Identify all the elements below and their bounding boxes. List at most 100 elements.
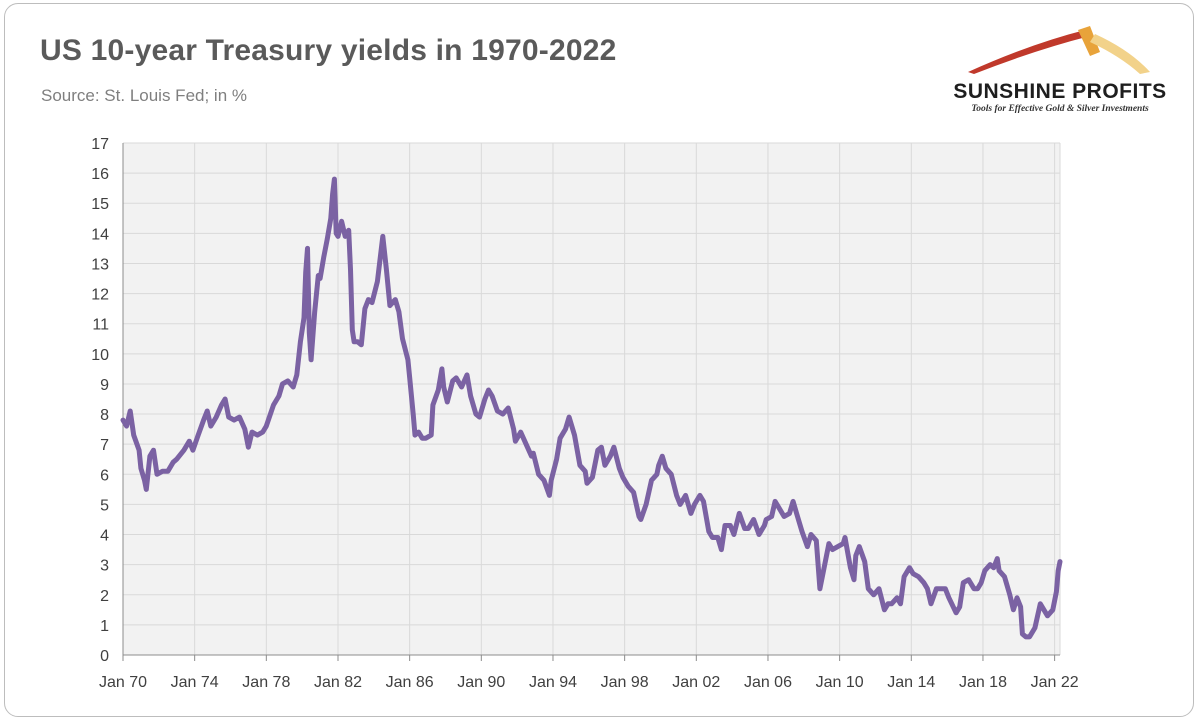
series [120, 176, 1063, 640]
logo-tagline: Tools for Effective Gold & Silver Invest… [971, 104, 1149, 114]
yield-data-point [626, 484, 630, 488]
logo-swoosh-gold [1090, 34, 1150, 74]
yield-data-point [1038, 602, 1042, 606]
yield-data-point [902, 575, 906, 579]
yield-data-point [334, 231, 338, 235]
yield-data-point [205, 409, 209, 413]
yield-data-point [732, 533, 736, 536]
logo-swoosh-red [968, 30, 1090, 74]
yield-data-point [277, 394, 281, 398]
yield-data-point [370, 301, 374, 305]
yield-data-point [564, 427, 567, 431]
yield-data-point [137, 448, 141, 452]
yield-data-point [460, 385, 464, 389]
yield-data-point [232, 418, 236, 422]
x-tick-label: Jan 02 [672, 674, 720, 691]
x-tick-label: Jan 06 [744, 674, 792, 691]
yield-data-point [995, 557, 999, 561]
yield-data-point [350, 328, 354, 332]
yield-data-point [710, 536, 714, 539]
yield-data-point [139, 466, 143, 470]
yield-data-point [513, 439, 517, 443]
yield-data-point [809, 533, 813, 536]
yield-data-point [291, 385, 295, 389]
y-tick-label: 12 [91, 287, 109, 304]
yield-data-point [988, 563, 992, 567]
x-tick-label: Jan 98 [601, 674, 649, 691]
y-tick-label: 17 [91, 136, 109, 153]
logo-swoosh-icon [968, 26, 1150, 74]
yield-data-point [1024, 635, 1028, 639]
y-tick-label: 13 [91, 256, 109, 273]
yield-data-point [530, 454, 533, 458]
yield-data-point [375, 280, 379, 283]
yield-data-point [637, 515, 641, 518]
yield-data-point [436, 388, 440, 392]
yield-data-point [417, 430, 421, 434]
yield-data-point [752, 518, 756, 521]
yield-data-point [922, 581, 926, 585]
yield-data-point [1020, 632, 1024, 636]
yield-data-point [934, 587, 938, 591]
x-tick-label: Jan 18 [959, 674, 1007, 691]
yield-data-point [693, 502, 696, 506]
yield-data-point [764, 518, 768, 521]
yield-data-point [608, 454, 612, 458]
logo-swoosh-orange [1078, 26, 1100, 56]
x-tick-label: Jan 82 [314, 674, 362, 691]
yield-data-point [728, 524, 732, 527]
yield-data-point [542, 478, 546, 482]
yield-data-point [336, 234, 340, 238]
yield-data-point [487, 388, 490, 392]
yield-data-point [852, 578, 856, 582]
yield-data-point [782, 515, 786, 518]
sunshine-profits-logo: SUNSHINE PROFITS Tools for Effective Gol… [940, 22, 1180, 122]
yield-data-point [1033, 626, 1037, 630]
yield-data-point [302, 316, 306, 320]
yield-data-point [388, 304, 392, 308]
yield-data-point [306, 246, 309, 250]
yield-data-point [1028, 635, 1031, 639]
yield-data-point [483, 397, 487, 401]
yield-data-point [877, 587, 881, 591]
y-tick-label: 15 [91, 196, 109, 213]
yield-data-point [814, 539, 818, 543]
x-tick-label: Jan 70 [99, 674, 147, 691]
yield-data-point [549, 478, 553, 482]
x-tick-label: Jan 86 [386, 674, 434, 691]
yield-data-point [1019, 605, 1023, 609]
yield-data-point [848, 566, 852, 570]
yield-data-point [196, 433, 200, 437]
yield-data-point [202, 418, 206, 422]
yield-data-point [831, 548, 834, 552]
yield-data-point [454, 376, 458, 380]
yield-data-point [1011, 608, 1015, 612]
y-tick-label: 5 [100, 497, 109, 514]
yield-data-point [155, 472, 159, 476]
yield-data-point [1056, 569, 1060, 573]
y-tick-label: 16 [91, 166, 109, 183]
yield-data-point [555, 457, 559, 461]
yield-data-point [617, 466, 621, 470]
yield-data-point [599, 445, 603, 449]
yield-data-point [603, 463, 607, 467]
yield-data-point [1054, 590, 1058, 594]
yield-data-point [322, 255, 326, 259]
yield-data-point [175, 457, 179, 461]
yield-data-point [947, 596, 951, 600]
yield-data-point [583, 469, 587, 473]
yield-data-point [689, 511, 693, 515]
yield-data-point [1046, 614, 1049, 618]
x-tick-label: Jan 78 [242, 674, 290, 691]
yield-data-point [841, 542, 845, 546]
yield-data-point [182, 448, 186, 452]
yield-data-point [644, 502, 648, 506]
yield-data-point [943, 587, 947, 591]
yield-data-point [329, 216, 333, 220]
yield-data-point [246, 445, 250, 449]
yield-data-point [298, 340, 302, 344]
yield-data-point [746, 527, 750, 530]
yield-data-point [737, 511, 741, 515]
chart-title: US 10-year Treasury yields in 1970-2022 [40, 34, 617, 67]
yield-data-point [773, 499, 777, 503]
